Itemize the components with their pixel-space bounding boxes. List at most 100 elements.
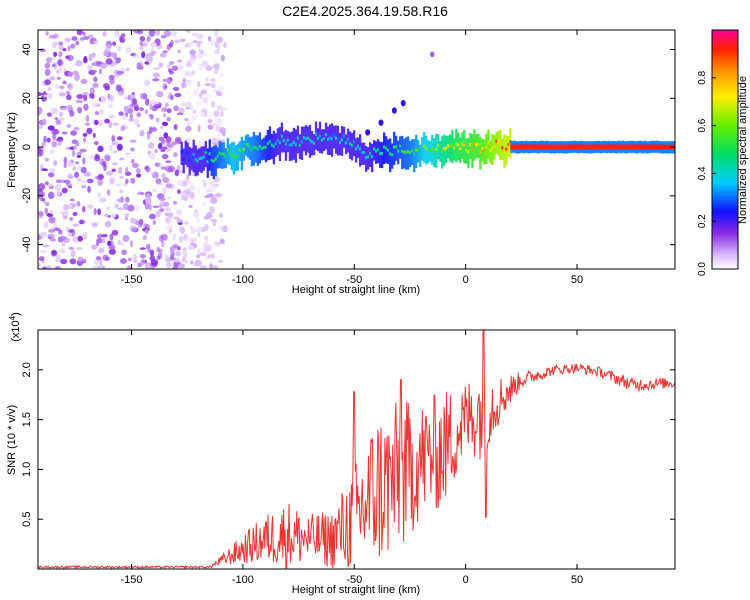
spectrogram-noise-blob bbox=[111, 229, 119, 236]
spectrogram-noise-blob bbox=[57, 229, 63, 235]
spectrogram-noise-blob bbox=[196, 218, 200, 223]
spectrogram-ridge-core bbox=[272, 144, 276, 148]
spectrogram-axes: -150 -100 -50 0 50 -40 -20 0 20 40 bbox=[21, 30, 675, 286]
spectrogram-ridge-core bbox=[481, 147, 484, 151]
spectrogram-noise-blob bbox=[167, 196, 172, 200]
spectrogram-noise-blob bbox=[71, 36, 78, 41]
spectrogram-noise-blob bbox=[104, 118, 110, 124]
spectrogram-noise-blob bbox=[158, 136, 165, 141]
spectrogram-ridge-core bbox=[453, 146, 456, 150]
spectrogram-noise-blob bbox=[99, 174, 105, 180]
snr-ytick-label: 1.0 bbox=[21, 462, 33, 477]
spectrogram-noise-blob bbox=[211, 83, 216, 89]
spectrogram-noise-blob bbox=[158, 62, 164, 68]
spectrogram-ridge-core bbox=[212, 159, 215, 163]
spectrogram-ridge-core bbox=[413, 152, 416, 156]
spectrogram-noise-blob bbox=[125, 166, 129, 173]
spectrogram-ridge-core bbox=[366, 155, 370, 159]
spectrogram-ridge-core bbox=[318, 134, 322, 138]
spectrogram-noise-blob bbox=[163, 132, 169, 139]
spectrogram-noise-blob bbox=[157, 142, 163, 150]
spectrogram-ridge-core bbox=[395, 145, 398, 149]
spectrogram-noise-blob bbox=[211, 101, 215, 108]
spectrogram-noise-blob bbox=[159, 125, 164, 130]
spectrogram-noise-blob bbox=[149, 265, 154, 269]
spectrogram-noise-blob bbox=[193, 236, 197, 244]
spectrogram-noise-blob bbox=[38, 125, 43, 130]
spectrogram-noise-blob bbox=[98, 68, 103, 75]
spectrogram-noise-blob bbox=[210, 218, 218, 223]
spectrogram-ridge-core bbox=[443, 147, 446, 151]
spectrogram-noise-blob bbox=[200, 112, 205, 116]
spectrogram-noise-blob bbox=[170, 31, 177, 37]
spectrogram-noise-blob bbox=[47, 93, 53, 99]
spectrogram-noise-blob bbox=[212, 265, 218, 269]
spectrogram-ridge-core bbox=[489, 149, 492, 153]
spectrogram-noise-blob bbox=[209, 263, 213, 269]
spectrogram-ridge-core bbox=[268, 140, 272, 144]
spectrogram-noise-blob bbox=[126, 67, 130, 72]
spectrogram-noise-blob bbox=[94, 155, 101, 162]
spectrogram-noise-blob bbox=[108, 121, 112, 129]
spectrogram-noise-blob bbox=[45, 57, 52, 64]
spectrogram-noise-blob bbox=[94, 119, 99, 126]
spectrogram-noise-blob bbox=[155, 162, 161, 168]
spectrogram-noise-blob bbox=[47, 191, 55, 200]
spectrogram-noise-blob bbox=[57, 58, 64, 67]
spectrogram-xtick-label: 0 bbox=[463, 274, 469, 286]
spectrogram-noise-blob bbox=[173, 105, 179, 111]
spectrogram-noise-blob bbox=[111, 168, 116, 173]
spectrogram-noise-blob bbox=[165, 160, 172, 163]
spectrogram-noise-blob bbox=[76, 201, 81, 207]
spectrogram-ridge-core bbox=[264, 145, 268, 149]
spectrogram-noise-blob bbox=[73, 145, 78, 150]
spectrogram-noise-blob bbox=[180, 102, 186, 107]
spectrogram-noise-blob bbox=[38, 147, 42, 155]
spectrogram-noise-blob bbox=[99, 109, 104, 115]
spectrogram-noise-blob bbox=[60, 258, 68, 265]
spectrogram-noise-blob bbox=[49, 148, 56, 155]
spectrogram-noise-blob bbox=[55, 138, 61, 142]
spectrogram-xtick-label: 50 bbox=[571, 274, 583, 286]
spectrogram-ridge-core bbox=[218, 151, 221, 155]
spectrogram-noise-blob bbox=[92, 40, 99, 45]
spectrogram-noise-blob bbox=[218, 259, 223, 264]
spectrogram-ridge-core bbox=[186, 151, 189, 155]
spectrogram-band-core bbox=[510, 144, 675, 150]
spectrogram-noise-blob bbox=[197, 248, 201, 253]
spectrogram-noise-blob bbox=[87, 66, 93, 71]
spectrogram-noise-blob bbox=[179, 38, 186, 43]
spectrogram-ridge-core bbox=[409, 151, 412, 155]
spectrogram-noise-blob bbox=[201, 202, 207, 207]
spectrogram-noise-blob bbox=[220, 106, 226, 112]
spectrogram-ridge-core bbox=[461, 142, 464, 146]
spectrogram-ridge-core bbox=[316, 136, 320, 140]
spectrogram-noise-blob bbox=[220, 110, 224, 118]
spectrogram-ridge-core bbox=[415, 148, 418, 152]
spectrogram-noise-blob bbox=[189, 58, 196, 64]
spectrogram-noise-blob bbox=[119, 175, 124, 180]
spectrogram-noise-blob bbox=[175, 209, 183, 216]
spectrogram-noise-blob bbox=[160, 107, 166, 113]
spectrogram-noise-blob bbox=[100, 95, 107, 103]
spectrogram-noise-blob bbox=[80, 78, 88, 85]
spectrogram-ridge-core bbox=[292, 140, 296, 144]
spectrogram-noise-blob bbox=[196, 41, 201, 48]
spectrogram-noise-blob bbox=[199, 265, 207, 269]
spectrogram-ridge-core bbox=[324, 133, 328, 137]
spectrogram-ridge-core bbox=[356, 144, 360, 148]
snr-ytick-label: 1.5 bbox=[21, 412, 33, 427]
spectrogram-noise-blob bbox=[54, 183, 62, 192]
spectrogram-noise-blob bbox=[180, 81, 188, 89]
spectrogram-noise-blob bbox=[168, 70, 175, 75]
spectrogram-noise-blob bbox=[210, 253, 216, 259]
spectrogram-noise-blob bbox=[166, 142, 171, 148]
spectrogram-noise-blob bbox=[47, 172, 55, 178]
spectrogram-noise-blob bbox=[69, 198, 75, 202]
spectrogram-noise-blob bbox=[207, 35, 212, 42]
spectrogram-noise-blob bbox=[54, 117, 58, 120]
figure-title: C2E4.2025.364.19.58.R16 bbox=[282, 3, 448, 19]
spectrogram-ridge-core bbox=[483, 148, 486, 152]
spectrogram-noise-blob bbox=[114, 203, 120, 209]
spectrogram-ridge-core bbox=[358, 147, 362, 151]
